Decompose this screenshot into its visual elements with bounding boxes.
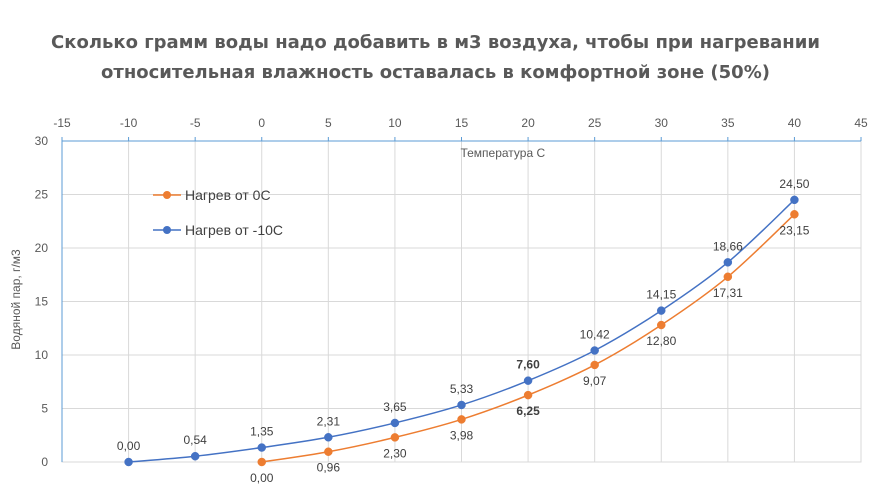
data-point	[324, 447, 333, 456]
x-tick-label: 5	[325, 116, 332, 130]
data-label: 0,54	[183, 433, 207, 447]
data-point	[124, 457, 133, 467]
legend-marker	[163, 226, 171, 234]
x-tick-label: 40	[788, 116, 802, 130]
axes: 0 5 10 15 20 25 30 -15 -10 -5 0 5 10 15 20 25 30 35 40 45	[35, 116, 868, 469]
x-tick-label: 20	[521, 116, 535, 130]
data-point	[590, 360, 599, 370]
data-point	[190, 451, 200, 461]
data-label: 5,33	[450, 382, 474, 396]
data-label: 24,50	[779, 177, 809, 191]
data-point	[657, 306, 666, 315]
y-tick-label: 5	[41, 402, 48, 416]
data-point	[390, 418, 400, 428]
data-point	[457, 415, 466, 424]
data-labels: 0,00 0,96 2,30 3,98 6,25 9,07 12,80 17,31 23,15 0…	[117, 177, 810, 485]
data-label: 14,15	[646, 288, 676, 302]
y-axis-title: Водяной пар, г/м3	[9, 249, 23, 350]
x-tick-label: 25	[588, 116, 602, 130]
legend-label: Нагрев от 0С	[185, 187, 271, 203]
data-label: 12,80	[646, 334, 676, 348]
chart-title-line-1: Сколько грамм воды надо добавить в м3 во…	[51, 32, 820, 53]
x-tick-label: -15	[53, 116, 71, 130]
data-point	[590, 346, 599, 355]
y-tick-label: 10	[35, 348, 49, 362]
data-point	[257, 457, 266, 467]
data-label: 2,30	[383, 446, 407, 460]
data-point	[324, 433, 333, 442]
x-tick-label: 45	[854, 116, 868, 130]
data-point	[523, 376, 533, 385]
y-tick-label: 25	[35, 188, 49, 202]
data-label: 10,42	[580, 328, 610, 342]
data-label: 17,31	[713, 286, 743, 300]
x-tick-label: -10	[120, 116, 138, 130]
data-point	[723, 272, 733, 282]
data-label: 3,98	[450, 428, 474, 442]
x-tick-label: 10	[388, 116, 402, 130]
legend-label: Нагрев от -10С	[185, 222, 283, 238]
data-label: 0,00	[117, 439, 141, 453]
data-label: 3,65	[383, 400, 407, 414]
data-point	[790, 210, 799, 219]
data-label: 23,15	[779, 223, 809, 237]
x-tick-label: 0	[258, 116, 265, 130]
x-tick-label: 15	[455, 116, 469, 130]
data-point	[457, 400, 466, 410]
data-label: 2,31	[317, 414, 341, 428]
x-axis-title: Температура С	[460, 146, 545, 160]
y-tick-label: 30	[35, 134, 49, 148]
data-point	[790, 195, 799, 205]
data-point	[390, 433, 400, 442]
data-point	[257, 443, 266, 452]
y-tick-label: 20	[35, 241, 49, 255]
legend-marker	[163, 191, 171, 199]
y-tick-label: 0	[41, 455, 48, 469]
x-tick-label: 30	[655, 116, 669, 130]
x-tick-label: -5	[190, 116, 201, 130]
chart-title-line-2: относительная влажность оставалась в ком…	[101, 62, 770, 83]
data-label: 0,00	[250, 471, 274, 485]
grid-lines	[61, 140, 862, 463]
x-tick-label: 35	[721, 116, 735, 130]
legend: Нагрев от 0С Нагрев от -10С	[153, 187, 283, 238]
data-label: 7,60	[516, 358, 540, 372]
data-label: 0,96	[317, 461, 341, 475]
data-label: 9,07	[583, 374, 607, 388]
data-point	[723, 258, 733, 267]
series-group	[124, 195, 799, 467]
data-label: 18,66	[713, 239, 743, 253]
chart-title: Сколько грамм воды надо добавить в м3 во…	[0, 28, 871, 88]
data-point	[657, 320, 666, 330]
data-label: 1,35	[250, 425, 274, 439]
data-label: 6,25	[516, 404, 540, 418]
data-point	[523, 390, 533, 400]
y-tick-label: 15	[35, 295, 49, 309]
